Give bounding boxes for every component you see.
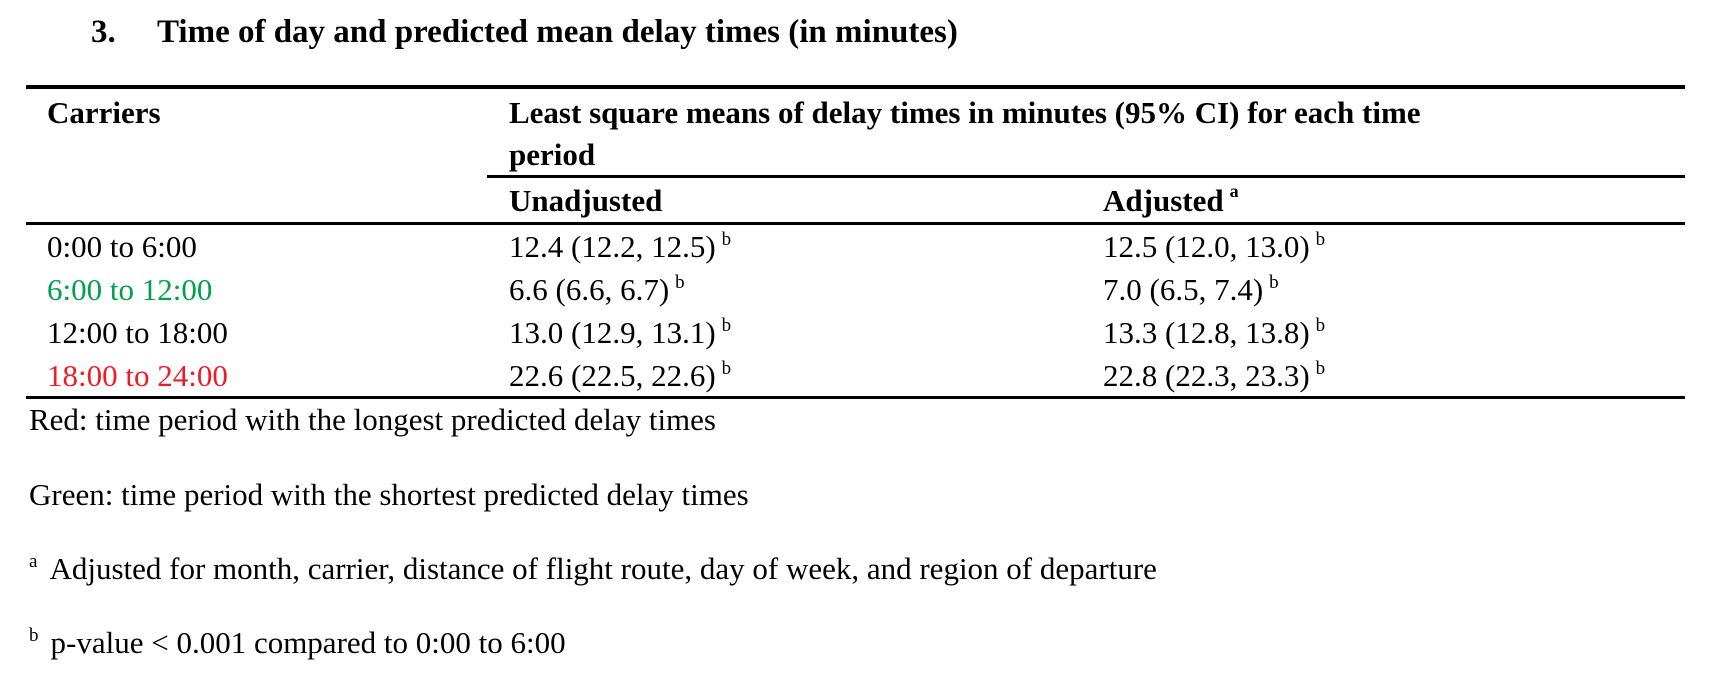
table-number: 3. bbox=[91, 14, 116, 50]
footnote-a-text: Adjusted for month, carrier, distance of… bbox=[49, 551, 1157, 586]
footnote-marker-b: b bbox=[721, 315, 732, 336]
row-unadjusted-value: 6.6 (6.6, 6.7) bbox=[509, 272, 670, 307]
row-unadjusted-value: 12.4 (12.2, 12.5) bbox=[509, 229, 716, 264]
row-adjusted-value: 13.3 (12.8, 13.8) bbox=[1103, 315, 1310, 350]
footnote-a: a Adjusted for month, carrier, distance o… bbox=[29, 551, 1157, 587]
row-adjusted: 22.8 (22.3, 23.3) b bbox=[1103, 355, 1325, 397]
footnote-marker-b: b bbox=[1315, 315, 1326, 336]
row-unadjusted: 12.4 (12.2, 12.5) b bbox=[509, 226, 731, 268]
row-adjusted-value: 12.5 (12.0, 13.0) bbox=[1103, 229, 1310, 264]
footnote-marker-b: b bbox=[1315, 229, 1326, 250]
bottom-rule bbox=[26, 396, 1685, 399]
row-adjusted: 12.5 (12.0, 13.0) b bbox=[1103, 226, 1325, 268]
row-period-value: 12:00 to 18:00 bbox=[47, 315, 228, 350]
footnote-marker-b: b bbox=[721, 229, 732, 250]
row-adjusted-value: 22.8 (22.3, 23.3) bbox=[1103, 358, 1310, 393]
row-unadjusted-value: 13.0 (12.9, 13.1) bbox=[509, 315, 716, 350]
footnote-marker-a: a bbox=[1229, 181, 1239, 201]
row-period: 18:00 to 24:00 bbox=[47, 355, 228, 397]
row-period: 12:00 to 18:00 bbox=[47, 312, 228, 354]
header-carriers: Carriers bbox=[47, 95, 161, 130]
group-rule bbox=[487, 175, 1685, 178]
row-adjusted: 7.0 (6.5, 7.4) b bbox=[1103, 269, 1279, 311]
header-adjusted: Adjusted a bbox=[1103, 181, 1239, 221]
top-rule bbox=[26, 85, 1685, 89]
header-unadjusted: Unadjusted bbox=[509, 183, 663, 218]
row-period: 6:00 to 12:00 bbox=[47, 269, 212, 311]
table-title: 3. Time of day and predicted mean delay t… bbox=[91, 14, 958, 51]
row-adjusted-value: 7.0 (6.5, 7.4) bbox=[1103, 272, 1264, 307]
row-unadjusted: 13.0 (12.9, 13.1) b bbox=[509, 312, 731, 354]
header-group-line2: period bbox=[509, 137, 596, 172]
row-unadjusted: 22.6 (22.5, 22.6) b bbox=[509, 355, 731, 397]
footnote-marker-b: b bbox=[675, 272, 685, 293]
row-period-value: 6:00 to 12:00 bbox=[47, 272, 213, 307]
footnote-b-marker: b bbox=[29, 625, 39, 646]
note-red: Red: time period with the longest predic… bbox=[29, 402, 716, 437]
row-unadjusted-value: 22.6 (22.5, 22.6) bbox=[509, 358, 716, 393]
header-group-line1: Least square means of delay times in min… bbox=[509, 95, 1421, 130]
note-green: Green: time period with the shortest pre… bbox=[29, 477, 749, 512]
footnote-marker-b: b bbox=[1269, 272, 1279, 293]
row-period-value: 18:00 to 24:00 bbox=[47, 358, 228, 393]
footnote-b-text: p-value < 0.001 compared to 0:00 to 6:00 bbox=[50, 625, 566, 660]
footnote-b: b p-value < 0.001 compared to 0:00 to 6:0… bbox=[29, 625, 566, 661]
header-bottom-rule bbox=[26, 222, 1685, 225]
footnote-a-marker: a bbox=[29, 551, 38, 572]
footnote-marker-b: b bbox=[721, 358, 732, 379]
table-title-text: Time of day and predicted mean delay tim… bbox=[157, 14, 958, 50]
row-period: 0:00 to 6:00 bbox=[47, 226, 197, 268]
footnote-marker-b: b bbox=[1315, 358, 1326, 379]
row-unadjusted: 6.6 (6.6, 6.7) b bbox=[509, 269, 685, 311]
row-period-value: 0:00 to 6:00 bbox=[47, 229, 197, 264]
row-adjusted: 13.3 (12.8, 13.8) b bbox=[1103, 312, 1325, 354]
header-adjusted-label: Adjusted bbox=[1103, 183, 1224, 218]
